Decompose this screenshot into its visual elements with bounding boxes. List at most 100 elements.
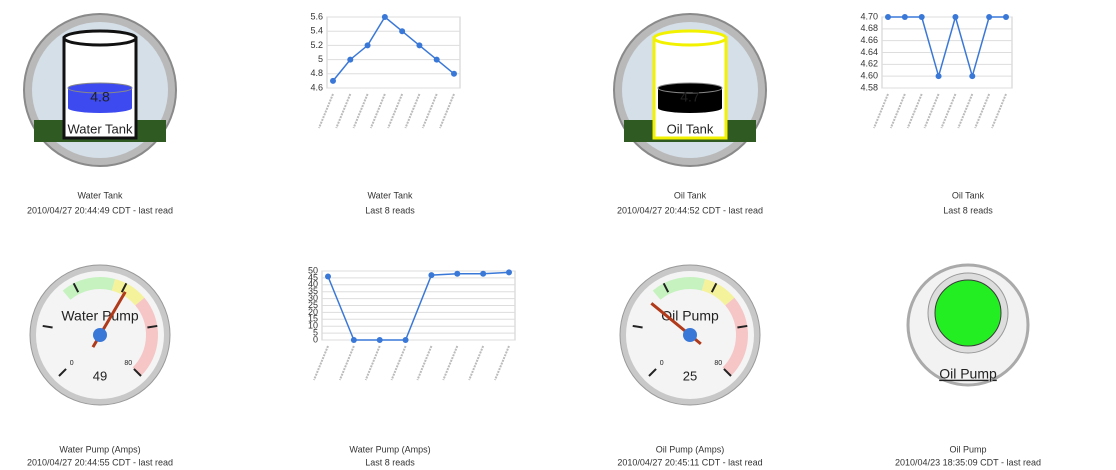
gauge-scale-label: 80 — [124, 360, 132, 367]
point — [365, 42, 371, 48]
y-tick-label: 4.66 — [860, 35, 878, 45]
tank-widget: 4.7Oil Tank — [614, 14, 766, 166]
y-tick-label: 4.60 — [860, 71, 878, 81]
y-tick-label: 5 — [318, 54, 323, 64]
x-tick-stub — [440, 94, 454, 128]
x-tick-stub — [417, 346, 431, 380]
point — [325, 274, 331, 280]
point — [1003, 14, 1009, 20]
point — [986, 14, 992, 20]
point — [351, 337, 357, 343]
point — [382, 14, 388, 20]
x-tick-stub — [891, 94, 905, 128]
y-tick-label: 4.64 — [860, 47, 878, 57]
dashboard: 4.8 Water Tank Water Tank 2010/04/27 20:44:… — [0, 0, 1116, 470]
caption-title: Water Pump (Amps) — [59, 444, 140, 454]
caption-title: Oil Tank — [952, 190, 985, 200]
caption-time: 2010/04/27 20:44:49 CDT - last read — [27, 205, 173, 215]
x-tick-stub — [908, 94, 922, 128]
caption-time: 2010/04/27 20:45:11 CDT - last read — [617, 457, 762, 467]
tank-top — [64, 31, 136, 45]
caption-title: Water Pump (Amps) — [349, 444, 430, 454]
tank-value: 4.8 — [90, 89, 110, 105]
y-tick-label: 5.6 — [310, 11, 323, 21]
gauge-scale-label: 80 — [714, 360, 722, 367]
caption-time: 2010/04/27 20:44:52 CDT - last read — [617, 205, 763, 215]
x-tick-stub — [354, 94, 368, 128]
tank-label: Water Tank — [67, 121, 133, 136]
x-tick-stub — [975, 94, 989, 128]
point — [902, 14, 908, 20]
tank-top — [654, 31, 726, 45]
x-tick-stub — [992, 94, 1006, 128]
x-tick-stub — [319, 94, 333, 128]
hub — [93, 328, 107, 342]
plot-area — [327, 17, 460, 88]
x-tick-stub — [423, 94, 437, 128]
point — [451, 71, 457, 77]
indicator-label: Oil Pump — [939, 366, 997, 382]
gauge-widget: 0 80 Water Pump 49 — [30, 265, 170, 405]
x-tick-stub — [388, 94, 402, 128]
caption-title: Oil Pump — [949, 444, 986, 454]
tank-label: Oil Tank — [667, 121, 714, 136]
x-tick-stub — [495, 346, 509, 380]
gauge-label: Water Pump — [61, 308, 138, 324]
y-tick-label: 4.70 — [860, 11, 878, 21]
caption-title: Water Tank — [77, 190, 123, 200]
point — [480, 271, 486, 277]
y-tick-label: 4.62 — [860, 59, 878, 69]
x-tick-stub — [874, 94, 888, 128]
point — [885, 14, 891, 20]
point — [454, 271, 460, 277]
x-tick-stub — [340, 346, 354, 380]
hub — [683, 328, 697, 342]
point — [399, 28, 405, 34]
x-tick-stub — [371, 94, 385, 128]
caption-title: Oil Pump (Amps) — [656, 444, 725, 454]
y-tick-label: 4.68 — [860, 23, 878, 33]
point — [506, 269, 512, 275]
x-tick-stub — [941, 94, 955, 128]
caption-time: Last 8 reads — [365, 205, 415, 215]
gauge-scale-label: 0 — [660, 360, 664, 367]
point — [952, 14, 958, 20]
point — [403, 337, 409, 343]
point — [428, 272, 434, 278]
caption-time: 2010/04/27 20:44:55 CDT - last read — [27, 457, 173, 467]
gauge-label: Oil Pump — [661, 308, 719, 324]
y-tick-label: 4.58 — [860, 82, 878, 92]
x-tick-stub — [366, 346, 380, 380]
x-tick-stub — [443, 346, 457, 380]
point — [416, 42, 422, 48]
x-tick-stub — [958, 94, 972, 128]
y-tick-label: 50 — [308, 265, 318, 275]
caption-time: 2010/04/23 18:35:09 CDT - last read — [895, 457, 1041, 467]
point — [936, 73, 942, 79]
point — [919, 14, 925, 20]
point — [969, 73, 975, 79]
point — [434, 57, 440, 63]
point — [377, 337, 383, 343]
caption-title: Water Tank — [367, 190, 413, 200]
point — [347, 57, 353, 63]
lamp — [935, 280, 1001, 346]
gauge-widget: 0 80 Oil Pump 25 — [620, 265, 760, 405]
gauge-value: 49 — [93, 368, 107, 383]
point — [330, 78, 336, 84]
x-tick-stub — [405, 94, 419, 128]
y-tick-label: 5.2 — [310, 40, 323, 50]
x-tick-stub — [469, 346, 483, 380]
x-tick-stub — [392, 346, 406, 380]
tank-widget: 4.8 Water Tank — [24, 14, 176, 166]
y-tick-label: 5.4 — [310, 26, 323, 36]
y-tick-label: 4.8 — [310, 68, 323, 78]
gauge-scale-label: 0 — [70, 360, 74, 367]
gauge-value: 25 — [683, 368, 697, 383]
caption-title: Oil Tank — [674, 190, 707, 200]
x-tick-stub — [925, 94, 939, 128]
x-tick-stub — [336, 94, 350, 128]
y-tick-label: 4.6 — [310, 82, 323, 92]
x-tick-stub — [314, 346, 328, 380]
caption-time: Last 8 reads — [943, 205, 993, 215]
